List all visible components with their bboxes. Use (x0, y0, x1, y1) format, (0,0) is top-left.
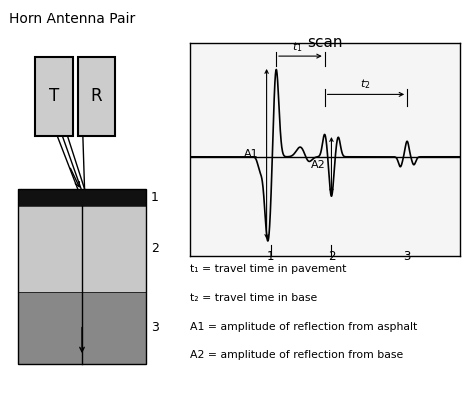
Text: $t_2$: $t_2$ (360, 78, 371, 91)
Text: R: R (91, 87, 102, 105)
Text: $t_1$: $t_1$ (292, 41, 303, 54)
Text: t₁ = travel time in pavement: t₁ = travel time in pavement (190, 264, 346, 274)
Bar (18, 206, 146, 292)
Bar (18, 189, 146, 364)
Text: A2: A2 (311, 160, 326, 170)
Text: 1: 1 (267, 251, 274, 264)
Text: t₂ = travel time in base: t₂ = travel time in base (190, 293, 317, 303)
Text: scan: scan (307, 35, 342, 50)
Bar (78, 57, 115, 136)
Text: A1: A1 (244, 149, 258, 159)
Text: T: T (49, 87, 59, 105)
Bar (35, 57, 73, 136)
Text: A1 = amplitude of reflection from asphalt: A1 = amplitude of reflection from asphal… (190, 322, 417, 331)
Text: 2: 2 (151, 242, 159, 255)
Text: A2 = amplitude of reflection from base: A2 = amplitude of reflection from base (190, 350, 403, 360)
Text: 3: 3 (151, 322, 159, 335)
Text: 3: 3 (403, 251, 411, 264)
Bar (18, 189, 146, 206)
Text: Horn Antenna Pair: Horn Antenna Pair (9, 12, 136, 26)
Bar (18, 292, 146, 364)
Text: 1: 1 (151, 191, 159, 204)
Text: 2: 2 (328, 251, 335, 264)
